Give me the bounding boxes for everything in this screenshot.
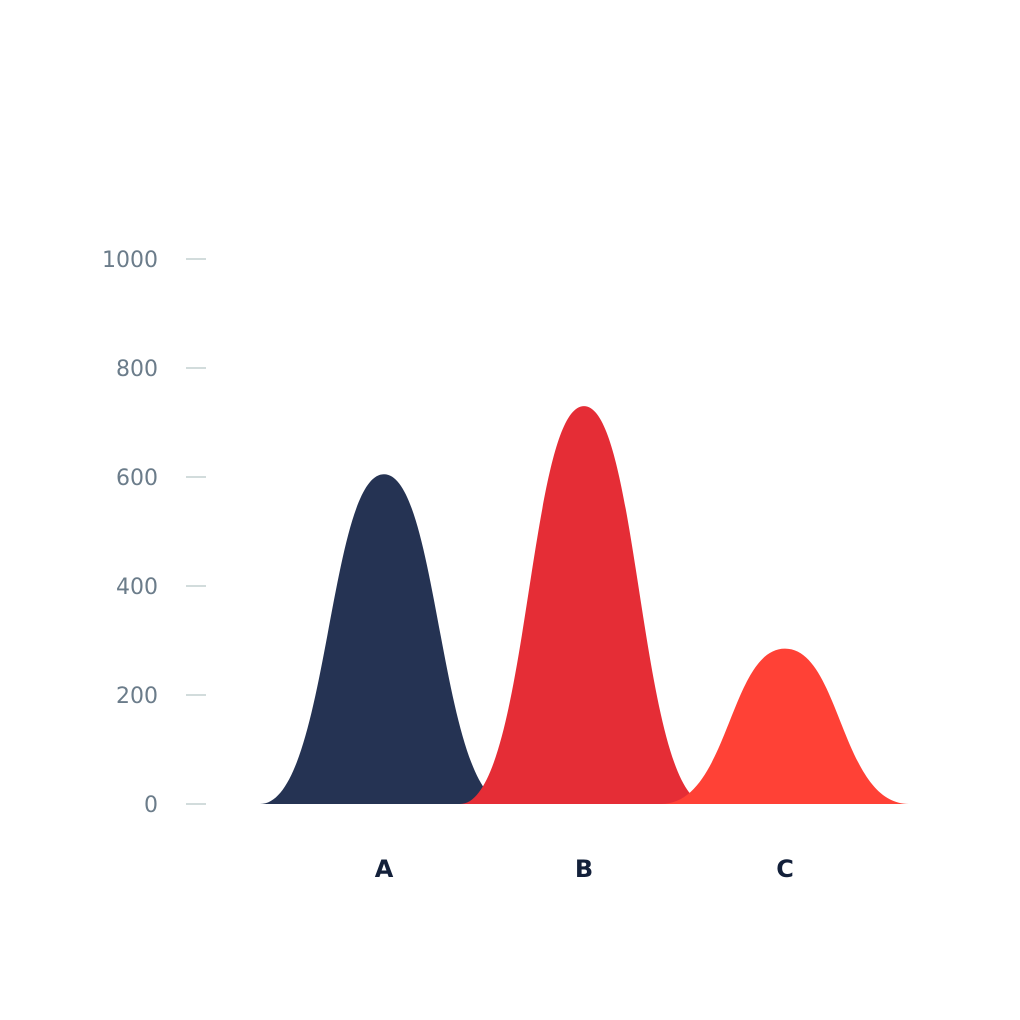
x-tick-label: B [575, 855, 593, 883]
y-axis: 0 200 400 600 800 1000 [102, 248, 206, 818]
y-tick-label: 200 [116, 684, 158, 709]
x-axis: A B C [375, 855, 794, 883]
x-tick-label: A [375, 855, 394, 883]
y-tick-label: 0 [144, 793, 158, 818]
y-tick-label: 1000 [102, 248, 158, 273]
y-tick-label: 800 [116, 357, 158, 382]
x-tick-label: C [776, 855, 794, 883]
peak-c [661, 648, 909, 804]
peak-series [260, 406, 909, 804]
peak-b [460, 406, 708, 804]
peak-a [260, 474, 508, 804]
y-tick-label: 600 [116, 466, 158, 491]
y-tick-label: 400 [116, 575, 158, 600]
